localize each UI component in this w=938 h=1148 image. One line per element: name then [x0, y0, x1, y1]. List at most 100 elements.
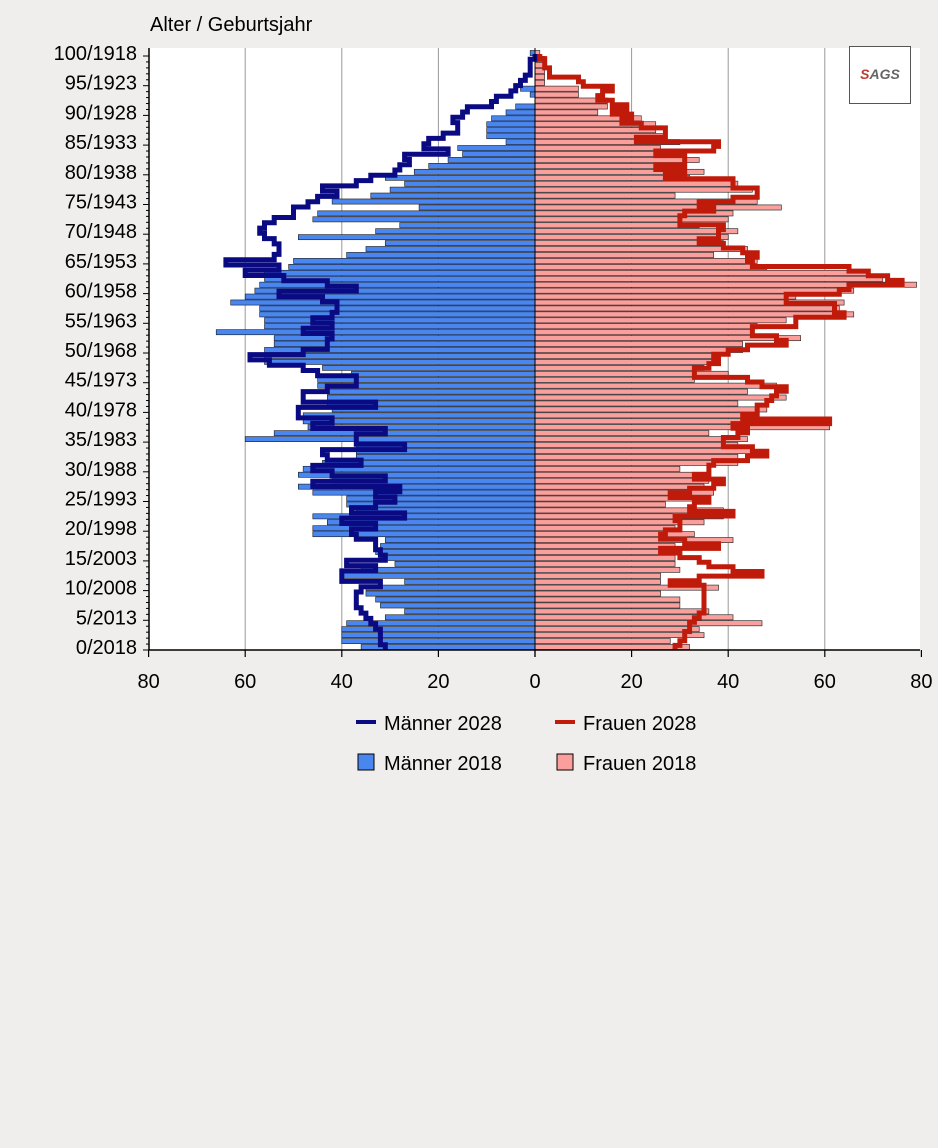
frauen-2018-bar [534, 394, 787, 401]
y-tick-label: 60/1958 [65, 281, 137, 303]
frauen-2018-bar [534, 382, 777, 389]
maenner-2018-bar [399, 222, 536, 229]
frauen-2018-bar [534, 501, 666, 508]
y-axis-title: Alter / Geburtsjahr [150, 14, 313, 36]
frauen-2018-bar [534, 566, 681, 573]
x-tick-label: 40 [331, 671, 353, 693]
frauen-2018-bar [534, 157, 700, 163]
maenner-2018-bar [341, 572, 536, 579]
maenner-2018-bar [462, 151, 536, 157]
frauen-2018-bar [534, 418, 743, 425]
frauen-2018-bar [534, 246, 748, 252]
sags-logo: SAGS [849, 46, 911, 104]
maenner-2018-bar [346, 252, 536, 258]
frauen-2018-bar [534, 454, 739, 460]
y-tick-label: 100/1918 [54, 43, 137, 65]
frauen-2018-bar [534, 614, 734, 621]
maenner-2018-bar [375, 228, 536, 235]
frauen-2018-bar [534, 252, 715, 258]
maenner-2018-bar [327, 388, 536, 395]
y-tick-label: 90/1928 [65, 102, 137, 124]
maenner-2018-bar [384, 240, 536, 246]
projection-lines [223, 54, 905, 650]
y-tick-label: 50/1968 [65, 340, 137, 362]
maenner-2018-bar [360, 566, 536, 573]
x-tick-label: 60 [814, 671, 836, 693]
frauen-2018-bar [534, 412, 748, 419]
maenner-2018-bar [264, 269, 536, 276]
frauen-2018-bar [534, 560, 676, 567]
legend-bar-swatch [556, 753, 574, 771]
frauen-2018-bar [534, 596, 681, 603]
maenner-2018-bar [293, 258, 536, 264]
maenner-2018-bar [384, 174, 536, 181]
maenner-2018-bar [365, 246, 536, 252]
maenner-2018-bar [351, 370, 536, 377]
frauen-2018-bar [534, 317, 787, 324]
frauen-2018-bar [534, 341, 743, 347]
frauen-2018-bar [534, 186, 753, 193]
frauen-2018-bar [534, 471, 710, 478]
maenner-2018-bar [428, 163, 536, 169]
maenner-2018-bar [317, 210, 536, 217]
y-tick-label: 75/1943 [65, 192, 137, 214]
legend-label: Männer 2018 [384, 753, 502, 775]
maenner-2018-bar [505, 139, 536, 145]
frauen-2018-bar [534, 608, 710, 615]
frauen-2018-bar [534, 228, 739, 235]
frauen-2018-bar [534, 103, 608, 110]
maenner-2018-bar [215, 329, 536, 336]
maenner-2018-bar [380, 555, 536, 561]
maenner-2018-bar [322, 364, 536, 371]
frauen-2018-bar [534, 323, 758, 330]
y-tick-label: 35/1983 [65, 429, 137, 451]
frauen-2018-bar [534, 222, 700, 229]
maenner-2028-line [223, 54, 538, 650]
frauen-2018-bar [534, 151, 661, 157]
y-tick-label: 55/1963 [65, 310, 137, 332]
frauen-2018-bar [534, 400, 739, 407]
frauen-2018-bar [534, 406, 768, 413]
frauen-2018-bar [534, 192, 676, 199]
frauen-2018-bar [534, 465, 681, 472]
maenner-2018-bar [486, 133, 536, 140]
y-tick-label: 10/2008 [65, 578, 137, 600]
maenner-2018-bar [288, 263, 536, 270]
frauen-2018-bar [534, 293, 797, 300]
maenner-2018-bar [515, 103, 536, 110]
frauen-2018-bar [534, 578, 661, 585]
maenner-2018-bar [298, 234, 536, 241]
x-tick-label: 20 [427, 671, 449, 693]
maenner-2018-bar [355, 454, 536, 460]
maenner-2018-bar [413, 168, 536, 175]
frauen-2018-bar [534, 483, 705, 490]
maenner-2018-bar [273, 335, 536, 342]
maenner-2018-bar [244, 436, 536, 442]
x-tick-label: 20 [620, 671, 642, 693]
maenner-2018-bar [384, 614, 536, 621]
frauen-2018-bar [534, 329, 753, 336]
maenner-2018-bar [389, 186, 536, 193]
y-tick-label: 65/1953 [65, 251, 137, 273]
maenner-2018-bar [259, 311, 536, 318]
frauen-2018-bar [534, 73, 545, 80]
maenner-2018-bar [273, 341, 536, 347]
x-tick-label: 40 [717, 671, 739, 693]
maenner-2018-bar [529, 91, 536, 98]
y-tick-label: 0/2018 [76, 637, 137, 659]
frauen-2018-bar [534, 632, 705, 639]
maenner-2018-bar [264, 317, 536, 324]
frauen-2018-bar [534, 644, 690, 650]
frauen-2018-bar [534, 180, 739, 187]
frauen-2018-bar [534, 388, 748, 395]
frauen-2018-bar [534, 525, 676, 532]
maenner-2018-bar [370, 192, 536, 199]
maenner-2018-bar [491, 115, 536, 122]
frauen-2028-line [537, 54, 905, 650]
maenner-2018-bar [273, 430, 536, 437]
frauen-2018-bar [534, 543, 676, 549]
frauen-2018-bar [534, 91, 579, 98]
maenner-2018-bar [331, 198, 536, 205]
frauen-2018-bar [534, 638, 671, 644]
frauen-2018-bar [534, 79, 545, 86]
